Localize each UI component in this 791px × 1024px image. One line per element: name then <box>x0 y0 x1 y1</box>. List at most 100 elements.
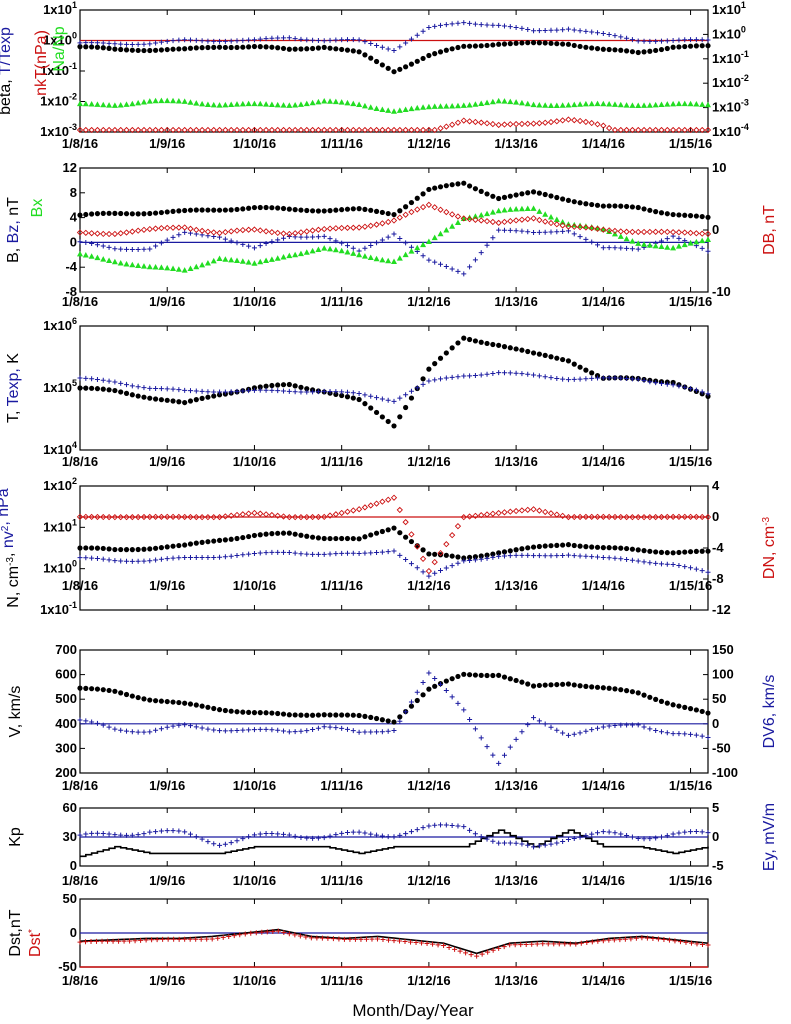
data-point <box>426 551 432 557</box>
x-tick-label: 1/15/16 <box>669 973 712 988</box>
data-point <box>106 378 112 384</box>
data-point <box>240 37 246 43</box>
data-point <box>676 830 682 836</box>
data-point <box>321 126 328 134</box>
data-point <box>327 208 333 214</box>
data-point <box>618 687 624 693</box>
data-point <box>688 940 694 946</box>
left-tick-label: 1x100 <box>43 31 77 48</box>
data-point <box>530 683 537 689</box>
data-point <box>595 830 601 836</box>
data-point <box>565 197 572 204</box>
data-point <box>297 101 304 107</box>
data-point <box>629 37 635 43</box>
data-point <box>158 225 165 232</box>
data-point <box>147 558 153 564</box>
data-point <box>658 381 664 387</box>
data-point <box>524 205 531 212</box>
data-point <box>496 41 502 47</box>
data-point <box>664 45 670 52</box>
data-point <box>633 935 639 941</box>
data-point <box>414 543 421 550</box>
right-axis-title: DB, nT <box>761 205 778 255</box>
data-point <box>496 342 502 348</box>
data-point <box>653 47 659 54</box>
data-point <box>571 199 577 205</box>
data-point <box>187 513 194 521</box>
data-point <box>554 553 560 559</box>
data-point <box>420 241 427 248</box>
data-point <box>577 376 583 382</box>
data-point <box>472 186 479 192</box>
data-point <box>112 41 118 47</box>
data-point <box>676 549 682 556</box>
data-point <box>339 830 345 836</box>
data-point <box>292 389 298 395</box>
series-2 <box>77 548 711 579</box>
data-point <box>379 549 385 555</box>
data-point <box>251 550 257 556</box>
data-point <box>582 223 589 229</box>
data-point <box>234 44 240 51</box>
data-point <box>600 122 607 129</box>
data-point <box>269 830 275 836</box>
right-tick-label: 100 <box>712 667 734 682</box>
data-point <box>675 229 683 236</box>
data-point <box>228 207 234 213</box>
data-point <box>158 209 165 216</box>
data-point <box>280 711 287 717</box>
data-point <box>531 844 537 850</box>
data-point <box>240 388 246 394</box>
data-point <box>251 126 258 134</box>
data-point <box>374 729 380 735</box>
data-point <box>216 102 223 108</box>
data-point <box>582 100 589 107</box>
data-point <box>623 688 630 694</box>
data-point <box>658 210 665 216</box>
data-point <box>82 126 89 134</box>
left-tick-label: 1x102 <box>43 476 77 493</box>
data-point <box>100 831 106 837</box>
data-point <box>542 102 549 108</box>
data-point <box>635 690 641 696</box>
data-point <box>153 385 159 391</box>
data-point <box>443 264 449 270</box>
data-point <box>379 237 385 243</box>
data-point <box>496 840 502 846</box>
data-point <box>281 831 287 837</box>
data-point <box>414 543 420 549</box>
data-point <box>205 394 211 400</box>
data-point <box>210 101 217 108</box>
data-point <box>583 28 589 34</box>
data-point <box>548 841 554 847</box>
data-point <box>112 832 118 838</box>
data-point <box>542 508 549 516</box>
data-point <box>699 43 705 49</box>
data-point <box>88 230 95 237</box>
data-point <box>565 681 572 687</box>
data-point <box>164 724 170 730</box>
data-point <box>321 712 327 718</box>
data-point <box>666 937 672 943</box>
data-point <box>548 193 554 199</box>
data-point <box>129 261 136 268</box>
data-point <box>501 23 507 29</box>
x-tick-label: 1/12/16 <box>407 294 450 309</box>
data-point <box>490 341 496 348</box>
data-point <box>123 547 130 553</box>
right-tick-label: 1x101 <box>712 0 746 17</box>
data-point <box>571 682 577 688</box>
data-point <box>303 934 309 940</box>
data-point <box>449 345 455 351</box>
data-point <box>606 227 613 234</box>
data-point <box>147 385 153 391</box>
data-point <box>565 101 572 108</box>
data-point <box>435 942 441 948</box>
data-point <box>664 211 670 217</box>
x-tick-label: 1/13/16 <box>494 136 537 151</box>
data-point <box>647 207 653 213</box>
data-point <box>344 389 350 395</box>
data-point <box>83 545 89 551</box>
right-tick-label: 1x10-3 <box>712 98 749 115</box>
